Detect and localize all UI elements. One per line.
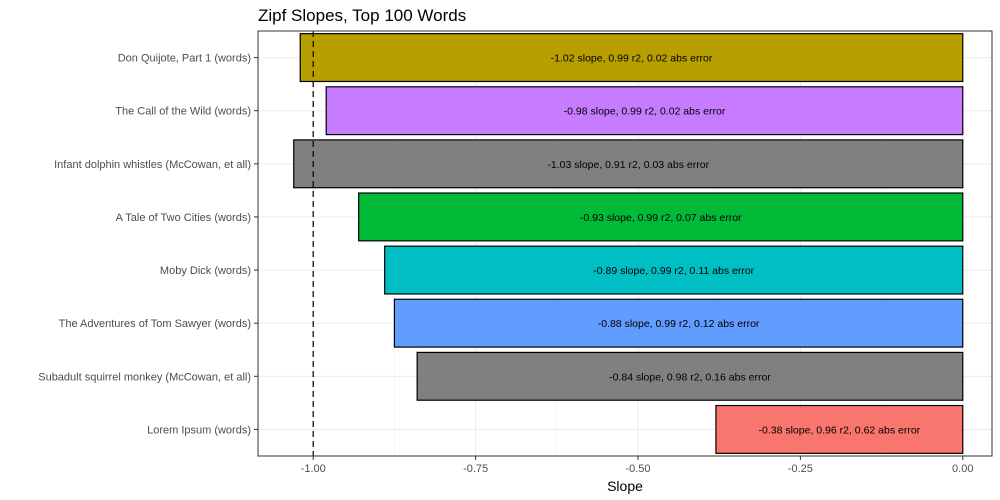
y-axis-category-label: A Tale of Two Cities (words): [116, 212, 251, 224]
x-axis-tick-label: -0.50: [625, 463, 650, 475]
x-axis-tick-label: -1.00: [301, 463, 326, 475]
x-axis-title: Slope: [607, 478, 643, 494]
bar-data-label: -0.38 slope, 0.96 r2, 0.62 abs error: [759, 424, 921, 436]
bar-data-label: -0.93 slope, 0.99 r2, 0.07 abs error: [580, 212, 742, 224]
bar: [299, 33, 964, 83]
x-axis-tick-label: -0.25: [788, 463, 813, 475]
axis-layer: Don Quijote, Part 1 (words) The Call of t…: [38, 53, 973, 475]
bar-data-label: -0.89 slope, 0.99 r2, 0.11 abs error: [593, 265, 754, 277]
bar-data-label: -0.98 slope, 0.99 r2, 0.02 abs error: [564, 106, 726, 118]
y-axis-category-label: Subadult squirrel monkey (McCowan, et al…: [38, 371, 251, 383]
bar: [416, 351, 964, 401]
bar-data-label: -0.88 slope, 0.99 r2, 0.12 abs error: [598, 318, 760, 330]
panel-border: [257, 30, 993, 457]
y-axis-category-label: Lorem Ipsum (words): [147, 424, 251, 436]
bar: [393, 298, 964, 348]
bar: [293, 139, 964, 189]
bar: [715, 404, 964, 454]
bar: [358, 192, 964, 242]
y-axis-category-label: Don Quijote, Part 1 (words): [118, 53, 251, 65]
chart-title: Zipf Slopes, Top 100 Words: [258, 6, 466, 25]
x-axis-tick-label: 0.00: [952, 463, 973, 475]
bar: [325, 86, 964, 136]
bar-data-label: -0.84 slope, 0.98 r2, 0.16 abs error: [609, 371, 771, 383]
y-axis-category-label: Infant dolphin whistles (McCowan, et all…: [54, 159, 251, 171]
y-axis-category-label: The Call of the Wild (words): [115, 106, 251, 118]
bar: [384, 245, 964, 295]
y-axis-category-label: Moby Dick (words): [160, 265, 251, 277]
bar-data-label: -1.03 slope, 0.91 r2, 0.03 abs error: [547, 159, 709, 171]
bar-data-label: -1.02 slope, 0.99 r2, 0.02 abs error: [551, 53, 713, 65]
bars-layer: -1.02 slope, 0.99 r2, 0.02 abs error -0.9…: [293, 33, 964, 454]
y-axis-category-label: The Adventures of Tom Sawyer (words): [59, 318, 251, 330]
x-axis-tick-label: -0.75: [463, 463, 488, 475]
